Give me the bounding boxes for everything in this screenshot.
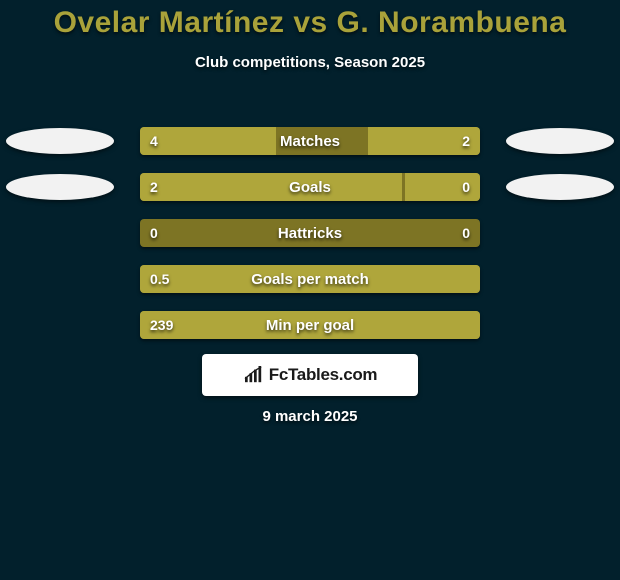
date-label: 9 march 2025 (0, 408, 620, 425)
stat-label: Goals per match (140, 265, 480, 293)
stat-bar: 2Goals0 (140, 173, 480, 201)
player-avatar-left (6, 128, 114, 154)
stat-bar: 4Matches2 (140, 127, 480, 155)
stat-row: 0Hattricks0 (0, 210, 620, 256)
stat-row: 4Matches2 (0, 118, 620, 164)
player-avatar-right (506, 174, 614, 200)
source-logo: FcTables.com (202, 354, 418, 396)
comparison-infographic: Ovelar Martínez vs G. Norambuena Club co… (0, 0, 620, 580)
logo-text: FcTables.com (269, 365, 378, 385)
stat-bar: 0.5Goals per match (140, 265, 480, 293)
stat-value-right: 0 (462, 219, 470, 247)
stat-value-right: 2 (462, 127, 470, 155)
subtitle: Club competitions, Season 2025 (0, 54, 620, 71)
stat-label: Min per goal (140, 311, 480, 339)
player-avatar-right (506, 128, 614, 154)
stat-row: 0.5Goals per match (0, 256, 620, 302)
page-title: Ovelar Martínez vs G. Norambuena (0, 0, 620, 40)
stat-label: Matches (140, 127, 480, 155)
stat-row: 2Goals0 (0, 164, 620, 210)
stat-label: Hattricks (140, 219, 480, 247)
bar-chart-icon (243, 366, 265, 384)
stat-label: Goals (140, 173, 480, 201)
stat-bar: 239Min per goal (140, 311, 480, 339)
stat-rows: 4Matches22Goals00Hattricks00.5Goals per … (0, 118, 620, 348)
stat-value-right: 0 (462, 173, 470, 201)
stat-bar: 0Hattricks0 (140, 219, 480, 247)
player-avatar-left (6, 174, 114, 200)
stat-row: 239Min per goal (0, 302, 620, 348)
